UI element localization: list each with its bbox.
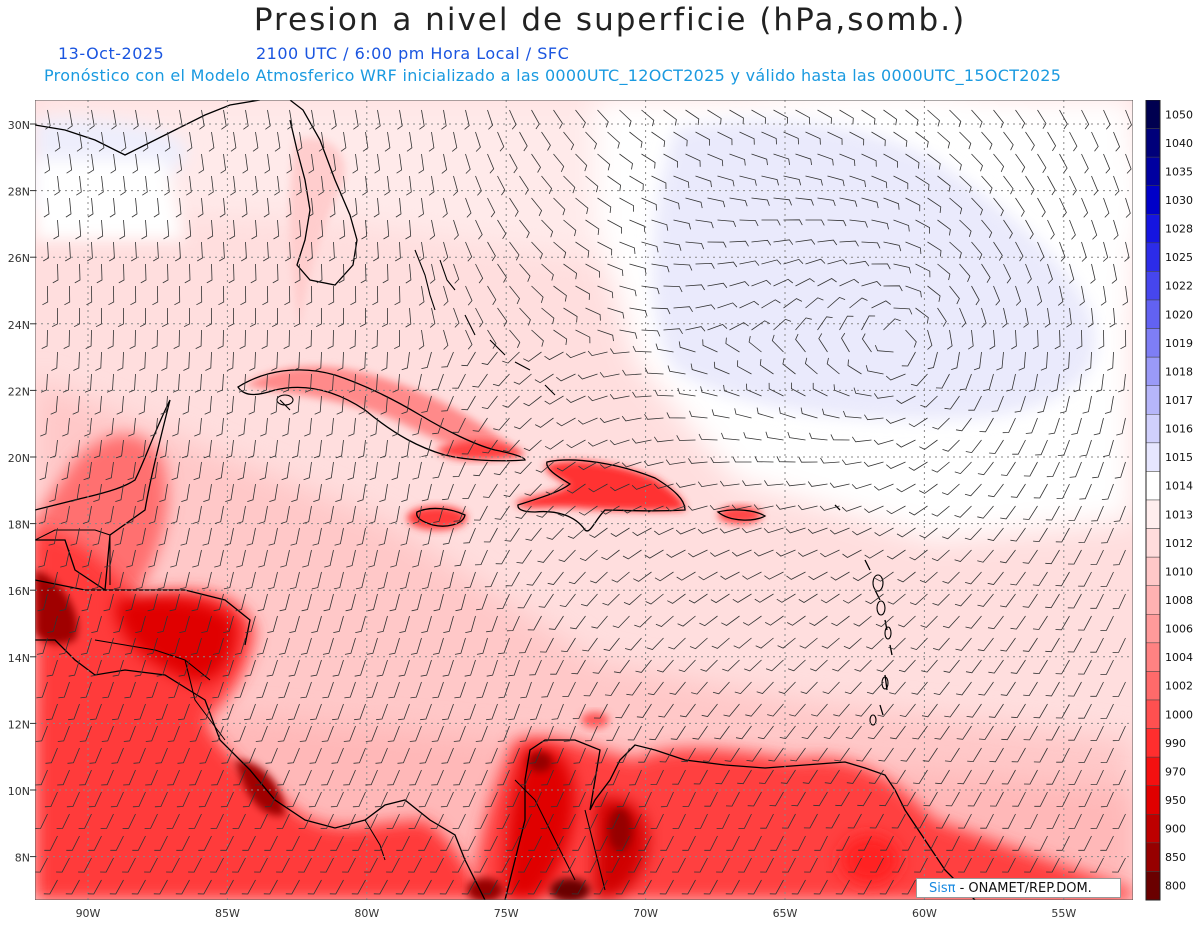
colorbar-label: 1025: [1165, 251, 1193, 264]
colorbar-swatch: [1145, 328, 1161, 358]
colorbar-swatch: [1145, 299, 1161, 329]
coastlines: [35, 100, 976, 900]
colorbar-label: 1014: [1165, 480, 1193, 493]
lat-label: 22N: [8, 385, 30, 398]
colorbar-swatch: [1145, 356, 1161, 386]
lat-label: 30N: [8, 119, 30, 132]
colorbar-label: 1008: [1165, 594, 1193, 607]
colorbar-swatch: [1145, 214, 1161, 244]
colorbar-label: 800: [1165, 880, 1186, 893]
colorbar-label: 1040: [1165, 137, 1193, 150]
chart-title: Presion a nivel de superficie (hPa,somb.…: [253, 2, 967, 38]
lon-label: 70W: [633, 907, 658, 920]
lon-label: 65W: [773, 907, 798, 920]
colorbar-swatch: [1145, 128, 1161, 158]
colorbar-label: 1012: [1165, 537, 1193, 550]
lon-label: 60W: [912, 907, 937, 920]
credit-brand: Sisπ: [929, 881, 956, 896]
colorbar-label: 1028: [1165, 223, 1193, 236]
colorbar-swatch: [1145, 242, 1161, 272]
colorbar-swatch: [1145, 814, 1161, 844]
colorbar-swatch: [1145, 528, 1161, 558]
colorbar-label: 1002: [1165, 680, 1193, 693]
colorbar-swatch: [1145, 385, 1161, 415]
weather-map: [35, 100, 1133, 900]
colorbar-label: 1010: [1165, 565, 1193, 578]
model-info: Pronóstico con el Modelo Atmosferico WRF…: [44, 66, 1062, 85]
colorbar-swatch: [1145, 100, 1161, 129]
colorbar-label: 1035: [1165, 165, 1193, 178]
lat-axis: 30N 28N 26N 24N 22N 20N 18N 16N 14N 12N 10N 8N: [8, 119, 36, 865]
colorbar-swatch: [1145, 585, 1161, 615]
lat-label: 8N: [15, 852, 30, 865]
credit-text: - ONAMET/REP.DOM.: [955, 881, 1092, 896]
lon-label: 80W: [354, 907, 379, 920]
colorbar-swatch: [1145, 756, 1161, 786]
colorbar-label: 1022: [1165, 280, 1193, 293]
forecast-date: 13-Oct-2025: [58, 44, 165, 63]
colorbar-label: 1015: [1165, 451, 1193, 464]
lon-label: 75W: [494, 907, 519, 920]
lon-label: 85W: [215, 907, 240, 920]
colorbar-swatch: [1145, 699, 1161, 729]
colorbar: 1050 1040 1035 1030 1028 1025 1022 1020 1019 1018…: [1145, 100, 1193, 901]
colorbar-label: 990: [1165, 737, 1186, 750]
colorbar-swatch: [1145, 671, 1161, 701]
jamaica-low: [407, 506, 467, 530]
lat-label: 26N: [8, 252, 30, 265]
lat-label: 12N: [8, 718, 30, 731]
colorbar-label: 1013: [1165, 508, 1193, 521]
colorbar-swatch: [1145, 614, 1161, 644]
colorbar-swatch: [1145, 785, 1161, 815]
colorbar-label: 1004: [1165, 651, 1193, 664]
colorbar-label: 1017: [1165, 394, 1193, 407]
lat-label: 20N: [8, 452, 30, 465]
colorbar-label: 1020: [1165, 308, 1193, 321]
colorbar-swatch: [1145, 642, 1161, 672]
colorbar-swatch: [1145, 156, 1161, 186]
lon-label: 90W: [76, 907, 101, 920]
colorbar-label: 850: [1165, 851, 1186, 864]
colorbar-swatch: [1145, 728, 1161, 758]
lon-axis: 90W 85W 80W 75W 70W 65W 60W 55W: [76, 907, 1077, 920]
colorbar-label: 1016: [1165, 423, 1193, 436]
lon-label: 55W: [1051, 907, 1076, 920]
colorbar-label: 1030: [1165, 194, 1193, 207]
lat-label: 10N: [8, 785, 30, 798]
lat-label: 14N: [8, 652, 30, 665]
colorbar-swatch: [1145, 499, 1161, 529]
colorbar-swatch: [1145, 185, 1161, 215]
colorbar-swatch: [1145, 442, 1161, 472]
lat-label: 18N: [8, 519, 30, 532]
colorbar-label: 1000: [1165, 708, 1193, 721]
wind-barbs: [35, 109, 1132, 895]
forecast-time: 2100 UTC / 6:00 pm Hora Local / SFC: [256, 44, 570, 63]
credit-box: Sisπ - ONAMET/REP.DOM.: [916, 878, 1121, 898]
colorbar-swatch: [1145, 414, 1161, 444]
colorbar-swatch: [1145, 471, 1161, 501]
colorbar-label: 970: [1165, 765, 1186, 778]
colorbar-label: 1006: [1165, 623, 1193, 636]
colorbar-swatch: [1145, 842, 1161, 872]
colorbar-label: 950: [1165, 794, 1186, 807]
colorbar-swatch: [1145, 556, 1161, 586]
colorbar-label: 900: [1165, 823, 1186, 836]
colorbar-swatch: [1145, 871, 1161, 901]
lat-label: 24N: [8, 319, 30, 332]
colorbar-label: 1018: [1165, 365, 1193, 378]
high-pressure-zone: [652, 120, 1096, 420]
lat-label: 16N: [8, 585, 30, 598]
lat-label: 28N: [8, 186, 30, 199]
colorbar-label: 1050: [1165, 108, 1193, 121]
hispaniola-low: [515, 460, 685, 511]
colorbar-label: 1019: [1165, 337, 1193, 350]
colorbar-swatch: [1145, 271, 1161, 301]
